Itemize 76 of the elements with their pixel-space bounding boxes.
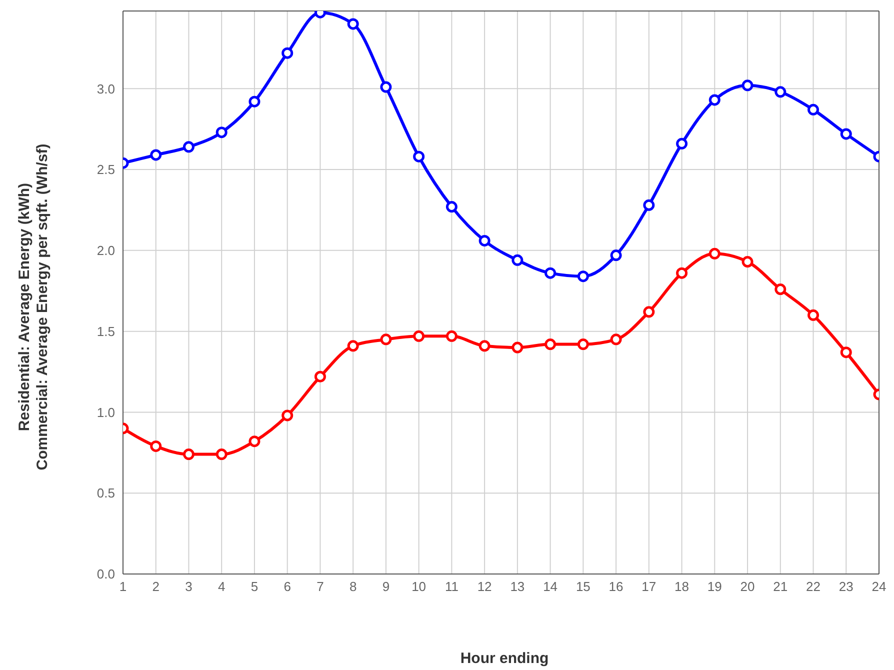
x-tick-label: 8: [349, 579, 357, 594]
point: [840, 346, 852, 358]
point: [282, 410, 294, 422]
point: [446, 330, 458, 342]
x-tick-label: 7: [316, 579, 324, 594]
x-tick-label: 19: [707, 579, 722, 594]
y-tick-label: 0.0: [96, 566, 115, 582]
x-tick-label: 9: [382, 579, 390, 594]
y-tick-label: 2.0: [96, 243, 115, 258]
x-tick-label: 2: [152, 579, 160, 594]
y-tick-label: 0.5: [96, 486, 115, 501]
x-tick-label: 12: [477, 579, 492, 594]
point: [708, 248, 720, 260]
point: [282, 47, 294, 59]
point: [676, 138, 688, 150]
point: [478, 234, 490, 246]
x-tick-label: 13: [510, 579, 525, 594]
point: [742, 256, 754, 268]
x-tick-label: 17: [642, 579, 656, 594]
point: [182, 448, 194, 460]
x-tick-label: 14: [543, 579, 558, 594]
x-tick-label: 16: [608, 579, 624, 594]
x-tick-label: 3: [185, 579, 192, 594]
point: [544, 267, 556, 279]
x-tick-label: 11: [444, 579, 458, 594]
x-tick-label: 24: [872, 579, 886, 594]
point: [248, 436, 260, 448]
point: [380, 81, 392, 93]
y-axis-title: Residential: Average Energy (kWh) Commercial: Average Energy per sqft. (Wh/sf): [16, 144, 51, 470]
point: [182, 141, 194, 153]
x-tick-label: 6: [284, 579, 291, 594]
point: [512, 342, 524, 354]
point: [150, 149, 162, 161]
point: [577, 338, 589, 350]
point: [544, 338, 556, 350]
point: [216, 448, 228, 460]
point: [347, 340, 359, 352]
point: [413, 330, 425, 342]
point: [742, 80, 754, 92]
x-tick-label: 4: [218, 579, 226, 594]
x-tick-label: 21: [773, 579, 788, 594]
point: [808, 104, 820, 116]
x-tick-label: 18: [674, 579, 690, 594]
y-tick-label: 2.5: [96, 162, 115, 178]
point: [512, 254, 524, 266]
point: [413, 150, 425, 162]
x-tick-label: 5: [250, 579, 258, 594]
point: [708, 94, 720, 106]
x-axis-title: Hour ending: [459, 650, 550, 667]
point: [643, 306, 655, 318]
point: [774, 86, 786, 98]
point: [216, 126, 228, 138]
point: [347, 18, 359, 30]
point: [150, 440, 162, 452]
point: [314, 370, 326, 382]
point: [610, 250, 622, 262]
x-tick-label: 23: [838, 579, 854, 594]
point: [643, 199, 655, 211]
x-tick-label: 10: [412, 579, 426, 594]
y-tick-label: 1.5: [96, 324, 115, 339]
x-tick-label: 1: [119, 579, 127, 594]
point: [676, 267, 688, 279]
point: [577, 270, 589, 282]
y-tick-label: 3.0: [96, 81, 115, 96]
point: [446, 201, 458, 213]
point: [610, 334, 622, 346]
x-tick-label: 22: [806, 579, 820, 594]
x-tick-label: 15: [576, 579, 590, 594]
point: [248, 96, 260, 108]
y-tick-label: 1.0: [96, 404, 115, 420]
point: [808, 309, 820, 321]
point: [774, 284, 786, 296]
point: [478, 340, 490, 352]
point: [840, 128, 852, 140]
x-tick-label: 20: [740, 579, 755, 594]
point: [380, 334, 392, 346]
